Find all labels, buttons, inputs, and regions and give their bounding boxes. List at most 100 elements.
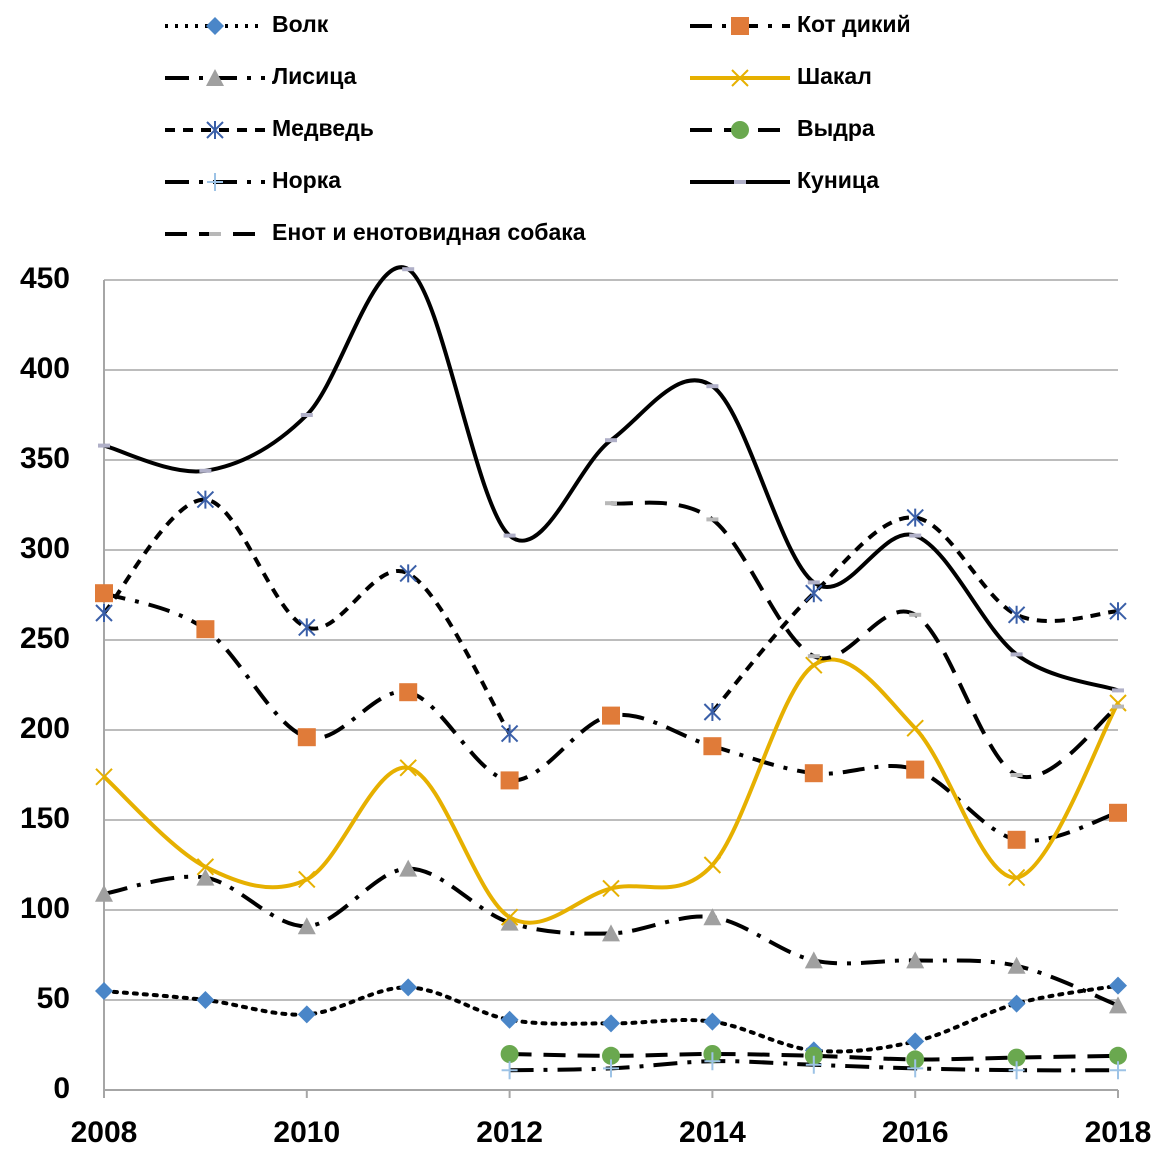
marker [206, 121, 224, 139]
y-tick-label: 250 [20, 622, 70, 655]
y-tick-label: 0 [53, 1072, 70, 1105]
marker [298, 870, 316, 889]
marker [805, 584, 823, 603]
marker [402, 267, 415, 272]
marker [703, 737, 722, 756]
y-tick-label: 300 [20, 532, 70, 565]
x-tick-label: 2008 [71, 1116, 138, 1149]
marker [602, 879, 620, 898]
legend-item: Выдра [690, 115, 875, 141]
marker [500, 1045, 519, 1063]
marker [1007, 956, 1026, 974]
marker [297, 728, 316, 747]
marker [906, 951, 925, 969]
y-tick-label: 150 [20, 802, 70, 835]
marker [804, 951, 823, 969]
marker [500, 1010, 519, 1029]
marker [703, 1012, 722, 1031]
marker [1112, 704, 1124, 709]
marker [605, 501, 617, 506]
marker [500, 913, 519, 931]
marker [298, 618, 316, 637]
marker [399, 978, 418, 997]
marker [804, 764, 823, 783]
marker [399, 683, 418, 702]
marker [1007, 868, 1026, 887]
y-tick-label: 450 [20, 262, 70, 295]
legend-label: Лисица [272, 63, 357, 89]
marker [206, 17, 224, 35]
legend-label: Медведь [272, 115, 374, 141]
marker [805, 656, 823, 674]
x-tick-label: 2012 [476, 1116, 543, 1149]
marker [1109, 803, 1127, 822]
marker [906, 508, 924, 527]
legend-item: Куница [690, 167, 879, 193]
marker [196, 991, 215, 1009]
marker [602, 1046, 620, 1065]
marker [731, 69, 749, 87]
marker [703, 703, 722, 721]
marker [207, 173, 223, 191]
legend-label: Куница [797, 167, 879, 193]
marker [906, 760, 925, 779]
marker [1109, 996, 1127, 1014]
x-tick-label: 2014 [679, 1116, 746, 1149]
marker [602, 924, 620, 942]
marker [1010, 773, 1023, 777]
marker [1007, 605, 1026, 624]
marker [399, 759, 417, 777]
marker [805, 1055, 822, 1074]
marker [706, 517, 719, 522]
marker [703, 908, 722, 926]
marker [199, 468, 212, 473]
marker [95, 584, 113, 603]
legend-item: Норка [165, 167, 341, 193]
marker [807, 580, 820, 585]
legend-item: Волк [165, 11, 329, 37]
legend-label: Волк [272, 11, 329, 37]
marker [1008, 1061, 1025, 1080]
series-line [103, 591, 1119, 843]
marker [1007, 830, 1026, 849]
series-line [102, 497, 512, 735]
marker [1109, 602, 1127, 621]
marker [1109, 1046, 1127, 1065]
marker [95, 884, 113, 902]
marker [731, 121, 749, 139]
marker [399, 564, 417, 583]
marker [500, 771, 519, 790]
marker [907, 1059, 924, 1078]
marker [731, 17, 749, 35]
marker [906, 719, 924, 737]
marker [500, 908, 519, 926]
x-tick-label: 2016 [882, 1116, 949, 1149]
marker [196, 490, 215, 509]
x-tick-label: 2018 [1085, 1116, 1152, 1149]
marker [297, 917, 316, 935]
marker [706, 384, 719, 389]
marker [605, 438, 617, 443]
marker [95, 604, 113, 622]
marker [98, 443, 110, 448]
legend-label: Енот и енотовидная собака [272, 219, 586, 245]
marker [734, 180, 746, 184]
y-tick-label: 100 [20, 892, 70, 925]
marker [196, 868, 215, 886]
marker [196, 858, 215, 876]
marker [704, 1052, 721, 1071]
legend-label: Выдра [797, 115, 875, 141]
marker [909, 612, 922, 617]
marker [1110, 1061, 1126, 1080]
marker [1112, 688, 1124, 693]
marker [501, 1061, 518, 1080]
marker [399, 859, 418, 877]
legend-item: Медведь [165, 115, 374, 141]
marker [602, 1014, 620, 1033]
y-tick-label: 200 [20, 712, 70, 745]
marker [206, 69, 224, 86]
legend-item: Лисица [165, 63, 357, 89]
x-tick-label: 2010 [273, 1116, 340, 1149]
marker [300, 413, 313, 417]
